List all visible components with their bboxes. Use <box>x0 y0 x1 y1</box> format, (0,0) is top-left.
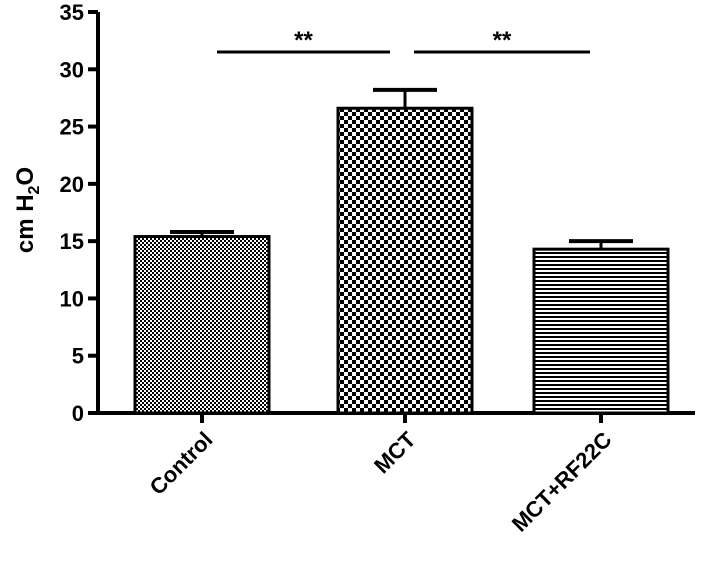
y-axis-title: cm H2O <box>12 167 43 253</box>
y-tick-label: 35 <box>60 0 84 25</box>
y-tick-label: 20 <box>60 172 84 197</box>
bars <box>133 87 670 423</box>
y-tick-label: 15 <box>60 229 84 254</box>
y-tick-label: 30 <box>60 57 84 82</box>
y-tick-label: 5 <box>72 344 84 369</box>
category-label: MCT+RF22C <box>507 427 617 537</box>
y-tick-label: 0 <box>72 401 84 426</box>
significance-label: ** <box>493 27 512 54</box>
bar-mct <box>336 106 474 415</box>
bar-mct-rf22c <box>532 247 670 415</box>
category-label: Control <box>145 427 218 500</box>
y-tick-label: 10 <box>60 286 84 311</box>
significance-label: ** <box>294 27 313 54</box>
significance-markers: ** ** <box>217 27 590 54</box>
x-axis-labels: Control MCT MCT+RF22C <box>145 426 617 536</box>
bar-control <box>133 235 271 415</box>
category-label: MCT <box>369 426 421 478</box>
y-tick-label: 25 <box>60 115 84 140</box>
